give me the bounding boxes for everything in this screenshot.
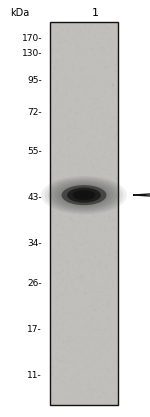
Text: kDa: kDa — [10, 8, 29, 18]
Text: 11-: 11- — [27, 370, 42, 379]
Ellipse shape — [73, 190, 95, 200]
Ellipse shape — [51, 181, 117, 210]
Ellipse shape — [45, 178, 123, 213]
Ellipse shape — [61, 185, 106, 205]
Text: 34-: 34- — [27, 239, 42, 248]
Bar — [50, 22, 118, 405]
Text: 1: 1 — [92, 8, 99, 18]
Text: 17-: 17- — [27, 326, 42, 334]
Text: 26-: 26- — [27, 279, 42, 289]
Ellipse shape — [48, 179, 120, 211]
Text: 43-: 43- — [27, 193, 42, 201]
Text: 55-: 55- — [27, 148, 42, 156]
Text: 170-: 170- — [21, 33, 42, 43]
Ellipse shape — [55, 182, 113, 208]
Text: 130-: 130- — [21, 48, 42, 58]
Text: 95-: 95- — [27, 75, 42, 85]
Ellipse shape — [78, 193, 90, 198]
Text: 72-: 72- — [27, 108, 42, 116]
Ellipse shape — [41, 176, 127, 214]
Ellipse shape — [58, 183, 110, 207]
Ellipse shape — [67, 188, 101, 203]
